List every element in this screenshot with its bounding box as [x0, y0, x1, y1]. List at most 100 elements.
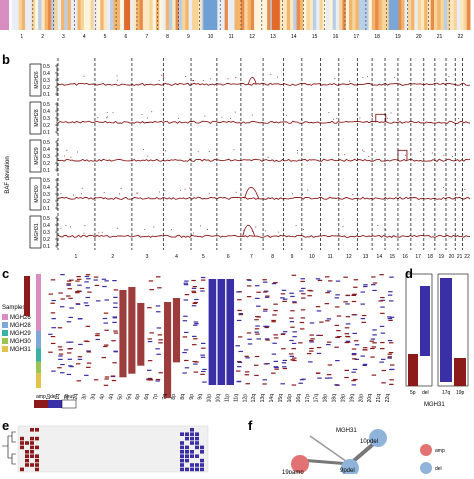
heatmap-cell: [57, 0, 62, 30]
heatmap-cell: [25, 454, 29, 458]
heatmap-cell: [159, 0, 163, 30]
heatmap-line: [291, 342, 297, 345]
heatmap-block: [164, 302, 172, 399]
heatmap-line: [156, 311, 161, 313]
heatmap-line: [316, 352, 322, 355]
heatmap-line: [291, 384, 297, 386]
heatmap-line: [237, 336, 243, 338]
x-tick-label: 10q: [216, 394, 222, 403]
heatmap-line: [149, 289, 154, 291]
heatmap-cell: [31, 0, 36, 30]
heatmap-line: [389, 276, 394, 278]
heatmap-line: [66, 284, 71, 286]
baf-point: [81, 193, 83, 195]
heatmap-line: [93, 279, 98, 281]
heatmap-line: [66, 280, 72, 282]
baf-point: [106, 116, 108, 118]
heatmap-line: [50, 302, 55, 304]
heatmap-line: [50, 312, 56, 314]
heatmap-line: [299, 379, 305, 381]
heatmap-line: [280, 383, 285, 385]
chromosome-tick-label: 19: [438, 254, 444, 260]
heatmap-line: [387, 317, 393, 320]
x-tick-label: 2p: [64, 394, 70, 400]
heatmap-line: [236, 319, 242, 322]
heatmap-line: [60, 274, 65, 276]
heatmap-line: [256, 291, 261, 293]
baf-point: [105, 117, 107, 119]
heatmap-line: [254, 331, 259, 333]
x-tick-label: 21q: [376, 394, 382, 403]
chromosome-tick-label: 16: [333, 34, 339, 40]
chromosome-tick-label: 17: [354, 34, 360, 40]
heatmap-cell: [191, 0, 196, 30]
heatmap-line: [369, 340, 375, 342]
heatmap-cell: [30, 463, 34, 467]
baf-trace: [57, 82, 471, 86]
chromosome-tick-label: 13: [270, 34, 276, 40]
sample-annotation-segment: [36, 361, 41, 374]
heatmap-line: [50, 335, 56, 338]
heatmap-cell: [195, 467, 199, 472]
heatmap-line: [334, 384, 339, 386]
heatmap-line: [77, 358, 83, 360]
heatmap-line: [147, 307, 152, 309]
heatmap-line: [69, 307, 74, 309]
heatmap-line: [192, 285, 198, 288]
heatmap-line: [334, 346, 339, 348]
x-tick-label: 19p: [340, 394, 346, 403]
heatmap-line: [184, 331, 189, 334]
x-tick-label: 6p: [135, 394, 141, 400]
heatmap-line: [65, 295, 71, 297]
heatmap-cell: [420, 0, 425, 30]
heatmap-line: [379, 274, 384, 276]
heatmap-line: [360, 303, 365, 305]
heatmap-line: [113, 351, 118, 353]
chromosome-tick-label: 15: [312, 34, 318, 40]
heatmap-cell: [290, 0, 294, 30]
heatmap-line: [85, 274, 91, 276]
baf-point: [377, 225, 379, 227]
network-node-label: 10pdel: [360, 439, 378, 445]
heatmap-block: [208, 279, 217, 385]
baf-point: [185, 75, 187, 77]
heatmap-line: [191, 279, 196, 282]
x-tick-label: 2q: [73, 394, 79, 400]
heatmap-line: [254, 328, 260, 330]
heatmap-cell: [322, 0, 327, 30]
heatmap-line: [381, 369, 387, 372]
heatmap-line: [351, 314, 357, 316]
baf-point: [70, 156, 72, 158]
heatmap-cell: [185, 467, 189, 472]
x-tick-label: 13q: [260, 394, 266, 403]
heatmap-line: [113, 296, 118, 298]
state-legend-label: del: [50, 394, 57, 400]
baf-point: [458, 118, 460, 120]
heatmap-line: [380, 312, 385, 314]
baf-point: [234, 111, 236, 113]
heatmap-cell: [35, 458, 39, 463]
heatmap-cell: [453, 0, 458, 30]
heatmap-line: [315, 306, 321, 308]
heatmap-line: [101, 356, 107, 359]
baf-point: [97, 117, 99, 119]
baf-point: [106, 112, 108, 114]
chromosome-tick-label: 2: [111, 254, 114, 260]
heatmap-line: [363, 285, 368, 288]
heatmap-cell: [146, 0, 150, 30]
heatmap-line: [351, 300, 357, 303]
heatmap-line: [351, 294, 356, 297]
heatmap-line: [104, 344, 109, 346]
baf-point: [184, 188, 186, 190]
heatmap-cell: [180, 432, 184, 436]
chromosome-tick-label: 12: [346, 254, 352, 260]
baf-point: [295, 225, 297, 227]
heatmap-line: [246, 285, 252, 287]
heatmap-line: [371, 276, 376, 278]
heatmap-cell: [83, 0, 88, 30]
x-tick-label: 8q: [180, 394, 186, 400]
heatmap-cell: [241, 0, 245, 30]
heatmap-line: [271, 353, 277, 355]
heatmap-line: [316, 346, 322, 349]
y-tick-label: 0.3: [43, 154, 50, 160]
